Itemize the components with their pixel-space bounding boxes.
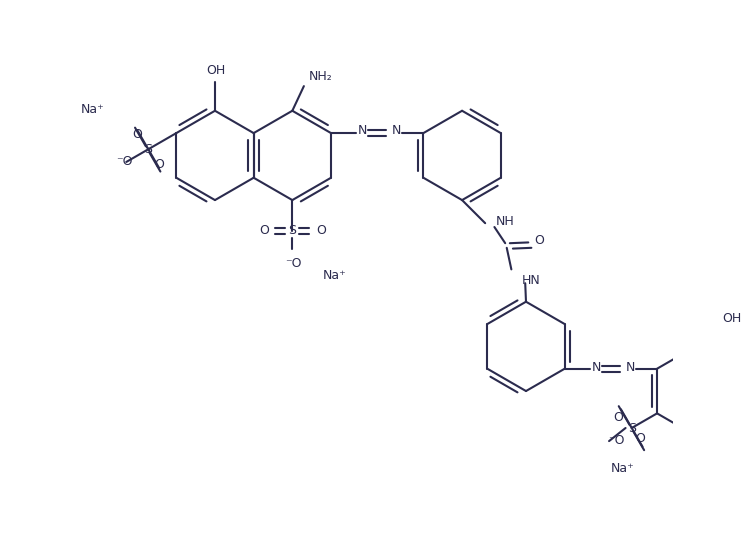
Text: N: N [392, 124, 401, 137]
Text: OH: OH [722, 312, 742, 325]
Text: S: S [628, 421, 636, 435]
Text: Na⁺: Na⁺ [610, 462, 634, 475]
Text: ⁻O: ⁻O [285, 257, 302, 270]
Text: OH: OH [206, 64, 225, 77]
Text: O: O [316, 224, 326, 237]
Text: NH₂: NH₂ [309, 70, 333, 83]
Text: Na⁺: Na⁺ [322, 269, 346, 282]
Text: NH: NH [496, 215, 514, 228]
Text: ⁻O: ⁻O [608, 434, 625, 447]
Text: N: N [592, 360, 601, 374]
Text: ⁻O: ⁻O [116, 155, 133, 168]
Text: O: O [154, 158, 164, 171]
Text: N: N [626, 360, 634, 374]
Text: S: S [288, 224, 296, 237]
Text: O: O [133, 128, 142, 141]
Text: O: O [614, 410, 623, 423]
Text: Na⁺: Na⁺ [81, 103, 105, 116]
Text: HN: HN [521, 274, 540, 287]
Text: O: O [635, 433, 645, 445]
Text: O: O [259, 224, 268, 237]
Text: N: N [358, 124, 368, 137]
Text: S: S [144, 143, 152, 156]
Text: O: O [534, 235, 544, 247]
